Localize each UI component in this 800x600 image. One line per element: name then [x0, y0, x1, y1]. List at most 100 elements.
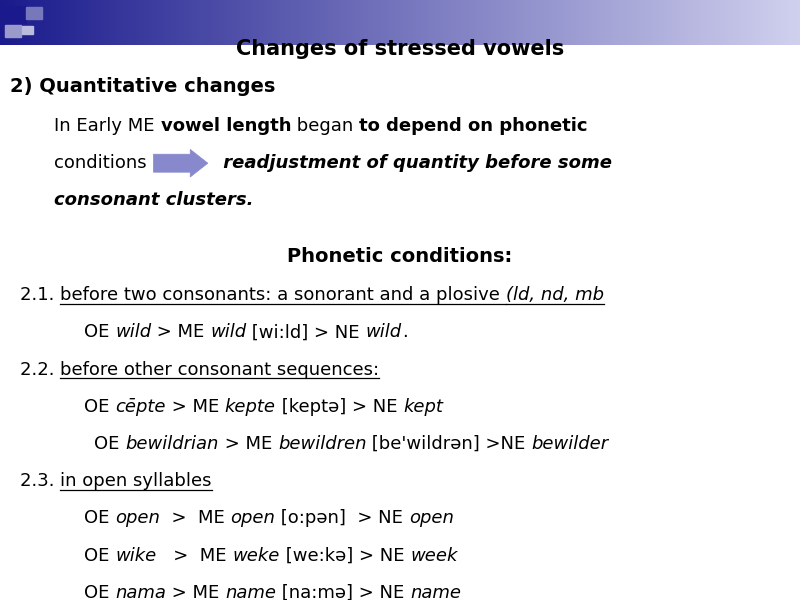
- Bar: [432, 0, 434, 45]
- Bar: [282, 0, 286, 45]
- Bar: [592, 0, 594, 45]
- Bar: [58, 0, 62, 45]
- Text: OE: OE: [84, 547, 115, 565]
- Bar: [322, 0, 326, 45]
- Text: in open syllables: in open syllables: [60, 472, 212, 490]
- Bar: [56, 0, 58, 45]
- Bar: [560, 0, 562, 45]
- Bar: [514, 0, 518, 45]
- Bar: [622, 0, 624, 45]
- Bar: [214, 0, 216, 45]
- Text: bewildrian: bewildrian: [126, 435, 219, 453]
- Bar: [630, 0, 632, 45]
- Bar: [710, 0, 712, 45]
- Bar: [130, 0, 134, 45]
- Bar: [32, 0, 34, 45]
- Bar: [760, 0, 762, 45]
- Bar: [458, 0, 462, 45]
- Bar: [360, 0, 362, 45]
- Bar: [762, 0, 766, 45]
- Bar: [318, 0, 320, 45]
- Bar: [198, 0, 200, 45]
- Bar: [350, 0, 352, 45]
- Bar: [110, 0, 112, 45]
- Bar: [648, 0, 650, 45]
- Bar: [38, 0, 40, 45]
- Bar: [558, 0, 560, 45]
- Bar: [22, 0, 24, 45]
- Bar: [280, 0, 282, 45]
- Bar: [718, 0, 720, 45]
- Bar: [770, 0, 774, 45]
- Bar: [16, 0, 18, 45]
- Bar: [726, 0, 728, 45]
- Bar: [138, 0, 142, 45]
- Bar: [366, 0, 368, 45]
- Text: bewildren: bewildren: [278, 435, 366, 453]
- Bar: [382, 0, 384, 45]
- FancyArrow shape: [154, 149, 208, 177]
- Bar: [30, 0, 32, 45]
- Bar: [168, 0, 170, 45]
- Bar: [570, 0, 574, 45]
- Bar: [496, 0, 498, 45]
- Bar: [634, 0, 638, 45]
- Bar: [376, 0, 378, 45]
- Bar: [264, 0, 266, 45]
- Bar: [226, 0, 230, 45]
- Bar: [144, 0, 146, 45]
- Text: 2) Quantitative changes: 2) Quantitative changes: [10, 77, 275, 97]
- Bar: [408, 0, 410, 45]
- Text: wild: wild: [115, 323, 151, 341]
- Bar: [250, 0, 254, 45]
- Bar: [658, 0, 662, 45]
- Bar: [510, 0, 512, 45]
- Text: vowel length: vowel length: [161, 117, 291, 135]
- Bar: [302, 0, 304, 45]
- Bar: [576, 0, 578, 45]
- Bar: [736, 0, 738, 45]
- Bar: [528, 0, 530, 45]
- Bar: [624, 0, 626, 45]
- Bar: [230, 0, 232, 45]
- Bar: [686, 0, 688, 45]
- Bar: [288, 0, 290, 45]
- Bar: [784, 0, 786, 45]
- Bar: [566, 0, 568, 45]
- Bar: [150, 0, 152, 45]
- Bar: [480, 0, 482, 45]
- Text: OE: OE: [84, 509, 115, 527]
- Bar: [546, 0, 550, 45]
- Bar: [8, 0, 10, 45]
- Bar: [792, 0, 794, 45]
- Bar: [166, 0, 168, 45]
- Bar: [232, 0, 234, 45]
- Bar: [306, 0, 310, 45]
- Text: readjustment of quantity before some: readjustment of quantity before some: [218, 154, 613, 172]
- Bar: [86, 0, 88, 45]
- Bar: [406, 0, 408, 45]
- Bar: [544, 0, 546, 45]
- Bar: [262, 0, 264, 45]
- Bar: [654, 0, 656, 45]
- Bar: [554, 0, 558, 45]
- Bar: [286, 0, 288, 45]
- Bar: [498, 0, 502, 45]
- Bar: [34, 0, 38, 45]
- Bar: [290, 0, 294, 45]
- Bar: [94, 0, 96, 45]
- Text: Changes of stressed vowels: Changes of stressed vowels: [236, 39, 564, 59]
- Text: week: week: [410, 547, 458, 565]
- Bar: [22, 26, 33, 34]
- Bar: [238, 0, 240, 45]
- Bar: [106, 0, 110, 45]
- Text: name: name: [225, 584, 276, 600]
- Bar: [326, 0, 328, 45]
- Bar: [128, 0, 130, 45]
- Bar: [224, 0, 226, 45]
- Bar: [728, 0, 730, 45]
- Bar: [704, 0, 706, 45]
- Text: to depend on phonetic: to depend on phonetic: [359, 117, 588, 135]
- Bar: [582, 0, 584, 45]
- Bar: [602, 0, 606, 45]
